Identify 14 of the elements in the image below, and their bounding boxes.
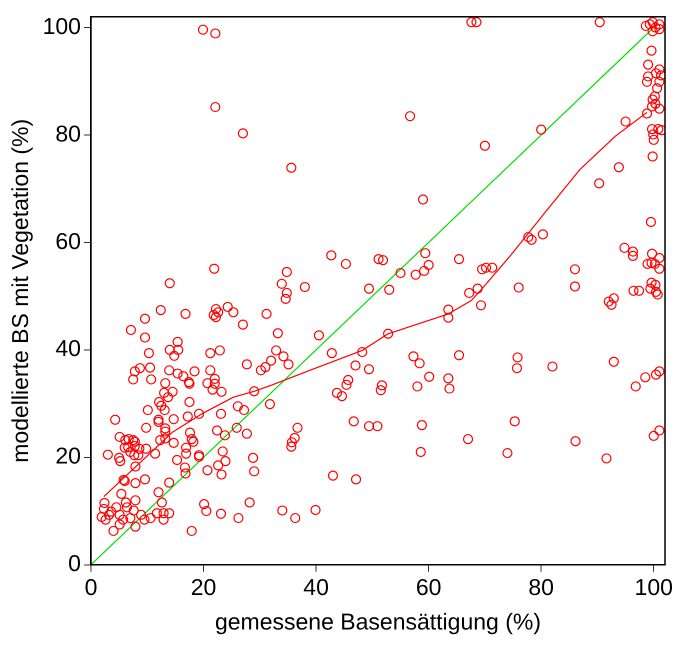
y-tick-label: 60 bbox=[55, 228, 81, 254]
y-axis-title: modellierte BS mit Vegetation (%) bbox=[7, 118, 34, 463]
y-tick-label: 100 bbox=[42, 12, 81, 39]
x-tick-label: 80 bbox=[528, 574, 554, 600]
x-axis-title: gemessene Basensättigung (%) bbox=[214, 608, 542, 635]
y-tick-label: 0 bbox=[68, 550, 81, 576]
y-tick-label: 80 bbox=[55, 120, 81, 146]
x-tick-label: 20 bbox=[190, 574, 216, 600]
x-tick-label: 100 bbox=[634, 574, 673, 600]
x-tick-label: 60 bbox=[416, 574, 442, 600]
y-tick-label: 40 bbox=[55, 335, 81, 362]
y-tick-label: 20 bbox=[55, 442, 81, 469]
x-tick-label: 40 bbox=[303, 574, 329, 600]
x-tick-label: 0 bbox=[84, 574, 98, 600]
